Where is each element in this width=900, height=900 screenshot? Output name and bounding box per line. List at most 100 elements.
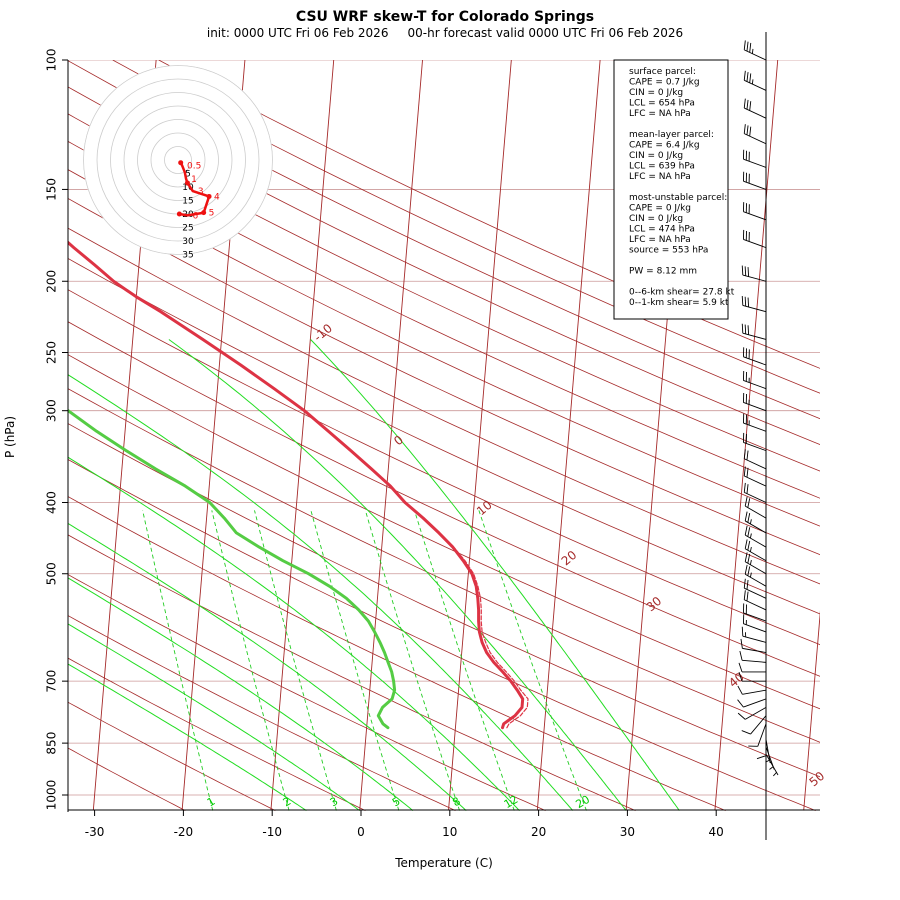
info-line: LCL = 474 hPa xyxy=(629,225,695,235)
wind-barb-flag xyxy=(741,295,744,306)
wind-barb-shaft xyxy=(742,647,767,653)
hodograph-point-label: 5 xyxy=(209,209,215,219)
wind-barb-shaft xyxy=(743,158,767,168)
wind-barb-shaft xyxy=(743,422,767,432)
wind-barb-shaft xyxy=(742,635,767,643)
wind-barb-shaft xyxy=(744,505,767,519)
wind-barb xyxy=(737,685,767,695)
wind-barb-flag xyxy=(747,513,751,523)
wind-barb-flag xyxy=(769,766,774,770)
y-tick-label: 500 xyxy=(45,562,59,585)
wind-barb-flag xyxy=(744,324,747,335)
wind-barb-shaft xyxy=(744,475,767,487)
wind-barb xyxy=(742,229,767,249)
wind-barb-flag xyxy=(741,265,744,276)
wind-barb-flag xyxy=(740,638,743,649)
wind-barb xyxy=(743,98,767,119)
wind-barb xyxy=(739,650,767,663)
info-line: CIN = 0 J/kg xyxy=(629,88,683,98)
wind-barb-shaft xyxy=(743,356,767,366)
hodograph-point-label: 0.5 xyxy=(187,161,201,171)
isotherm-label: 50 xyxy=(807,769,828,790)
wind-barb-shaft xyxy=(757,723,767,747)
wind-barb-flag xyxy=(746,450,749,461)
wind-barb-flag xyxy=(743,40,746,50)
dry-adiabat xyxy=(68,113,820,472)
moist-adiabat xyxy=(68,577,414,811)
wind-barb-shaft xyxy=(765,746,775,770)
info-line: CAPE = 0.7 J/kg xyxy=(629,78,700,88)
hodograph-ring xyxy=(83,65,273,255)
wind-barb-flag xyxy=(746,72,749,82)
x-tick-label: 40 xyxy=(709,825,724,839)
wind-barb xyxy=(741,626,767,643)
profiles xyxy=(68,240,529,730)
wind-barb xyxy=(744,539,767,562)
wind-barb xyxy=(742,149,767,168)
hodograph-ring-label: 10 xyxy=(182,183,194,193)
dry-adiabat xyxy=(112,60,820,394)
info-line: LFC = NA hPa xyxy=(629,172,691,182)
wind-barb-flag xyxy=(751,48,754,54)
x-tick-label: 0 xyxy=(357,825,365,839)
isotherm-line xyxy=(536,60,601,811)
dry-adiabat xyxy=(68,289,820,646)
wind-barb-flag xyxy=(741,730,751,735)
mixing-ratio-line xyxy=(364,510,461,811)
temperature_virtual-profile xyxy=(453,546,529,729)
wind-barb-flag xyxy=(747,527,751,537)
wind-barb-shaft xyxy=(744,599,767,611)
hodograph-point xyxy=(201,210,207,216)
wind-barb-shaft xyxy=(742,305,767,313)
wind-barb-flag xyxy=(749,126,752,137)
isotherm-label: 20 xyxy=(559,548,580,569)
wind-barb-shaft xyxy=(744,133,767,145)
wind-barb xyxy=(765,746,775,770)
y-tick-label: 400 xyxy=(45,491,59,514)
hodograph-point xyxy=(206,193,212,199)
mixing-ratio-line xyxy=(211,510,290,811)
x-tick-label: -10 xyxy=(262,825,282,839)
wind-barb-shaft xyxy=(744,520,767,534)
dry-adiabat xyxy=(68,459,816,811)
info-line: LFC = NA hPa xyxy=(629,235,691,245)
mixing-ratio-label: 8 xyxy=(450,795,463,810)
wind-barb-flag xyxy=(749,546,752,552)
wind-barb-flag xyxy=(743,70,746,81)
wind-barb xyxy=(743,449,767,470)
hodograph-ring xyxy=(164,146,192,174)
mixing-ratio-line xyxy=(413,510,515,811)
chart-subtitle: init: 0000 UTC Fri 06 Feb 2026 00-hr for… xyxy=(207,26,683,40)
dry-adiabat xyxy=(68,574,546,811)
isotherm-line xyxy=(448,60,512,811)
y-tick-label: 250 xyxy=(45,341,59,364)
dry-adiabat xyxy=(68,86,820,445)
wind-barb xyxy=(748,723,767,747)
hodograph-ring xyxy=(110,92,246,228)
wind-barb-shaft xyxy=(765,739,771,764)
wind-barb xyxy=(743,578,767,599)
info-line: CIN = 0 J/kg xyxy=(629,214,683,224)
dry-adiabat xyxy=(68,747,186,811)
wind-barb-shaft xyxy=(743,623,767,633)
info-line: CAPE = 6.4 J/kg xyxy=(629,141,700,151)
wind-barb-shaft xyxy=(742,274,767,282)
dry-adiabat xyxy=(68,615,456,811)
isotherm-label: 40 xyxy=(726,670,747,691)
mixing-ratio-label: 20 xyxy=(573,793,592,811)
background-lines xyxy=(68,60,900,812)
y-axis-label: P (hPa) xyxy=(3,416,17,458)
wind-barb-shaft xyxy=(743,442,767,452)
isotherm-line xyxy=(892,60,900,811)
wind-barb xyxy=(744,525,767,548)
mixing-ratio-line xyxy=(142,510,214,811)
wind-barb xyxy=(742,614,767,633)
wind-barb-flag xyxy=(743,466,746,477)
wind-barb-flag xyxy=(746,579,749,590)
wind-barb xyxy=(738,672,766,682)
hodograph-trace xyxy=(179,162,211,217)
wind-barb-flag xyxy=(747,325,750,335)
moist-adiabat xyxy=(310,339,680,811)
wind-barb xyxy=(742,432,767,452)
